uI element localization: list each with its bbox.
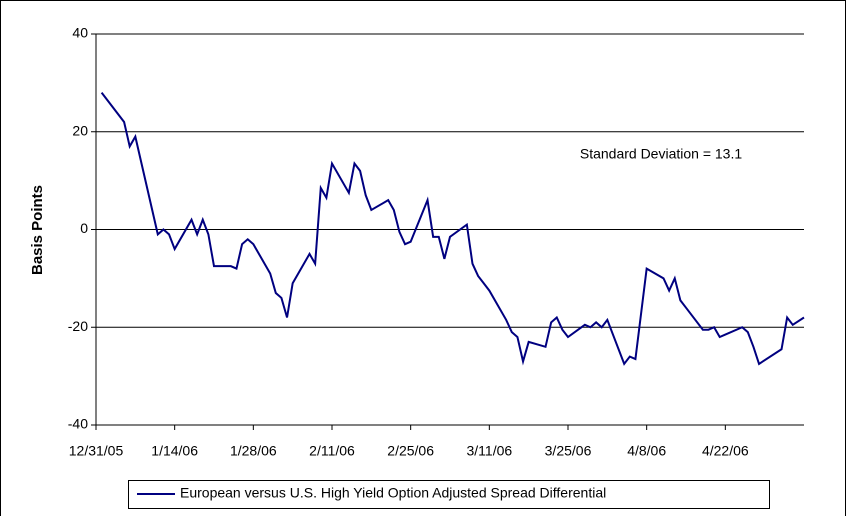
x-tick-label: 1/28/06 xyxy=(230,443,277,459)
annotation: Standard Deviation = 13.1 xyxy=(580,146,742,162)
x-tick-label: 3/25/06 xyxy=(545,443,592,459)
y-tick-label: 0 xyxy=(80,220,88,236)
series-line xyxy=(100,92,805,366)
x-tick-label: 12/31/05 xyxy=(69,443,124,459)
x-tick-label: 2/11/06 xyxy=(309,443,355,459)
y-tick-label: 20 xyxy=(72,122,88,138)
x-tick-label: 1/14/06 xyxy=(151,443,198,459)
x-tick-label: 3/11/06 xyxy=(466,443,512,459)
x-tick-label: 4/22/06 xyxy=(702,443,749,459)
y-axis-label: Basis Points xyxy=(29,185,46,275)
legend xyxy=(128,480,770,509)
y-tick-label: 40 xyxy=(72,25,88,41)
y-tick-label: -20 xyxy=(68,318,88,334)
legend-label: European versus U.S. High Yield Option A… xyxy=(180,485,606,501)
x-tick-label: 4/8/06 xyxy=(627,443,666,459)
y-tick-label: -40 xyxy=(68,416,88,432)
x-tick-label: 2/25/06 xyxy=(387,443,434,459)
